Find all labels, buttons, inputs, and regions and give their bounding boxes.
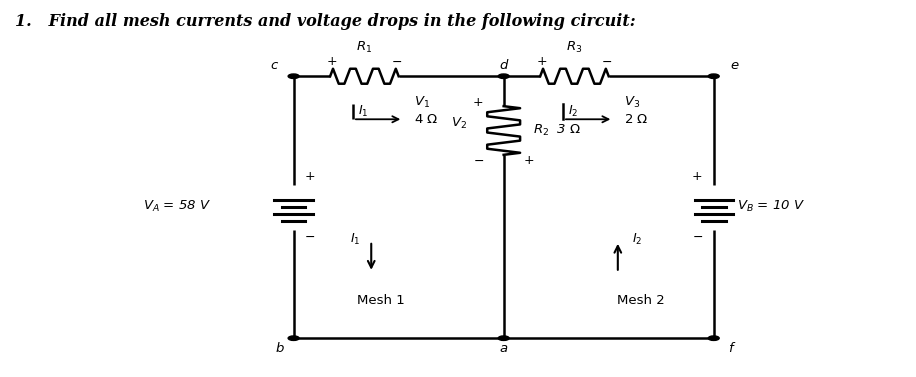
Circle shape (289, 336, 300, 340)
Text: $V_B$ = 10 V: $V_B$ = 10 V (736, 199, 805, 214)
Circle shape (289, 74, 300, 78)
Text: +: + (692, 170, 703, 183)
Text: $I_1$: $I_1$ (357, 103, 368, 119)
Text: $V_1$: $V_1$ (414, 95, 431, 110)
Text: Mesh 2: Mesh 2 (616, 294, 664, 307)
Text: 4 $\Omega$: 4 $\Omega$ (414, 113, 439, 126)
Text: 2 $\Omega$: 2 $\Omega$ (624, 113, 649, 126)
Text: a: a (499, 342, 507, 355)
Text: e: e (730, 59, 738, 72)
Text: $I_1$: $I_1$ (350, 231, 360, 247)
Text: b: b (276, 342, 284, 355)
Text: $-$: $-$ (601, 55, 613, 68)
Text: +: + (537, 55, 548, 68)
Text: +: + (327, 55, 337, 68)
Text: $V_A$ = 58 V: $V_A$ = 58 V (143, 199, 212, 214)
Text: $I_2$: $I_2$ (568, 103, 578, 119)
Circle shape (498, 336, 509, 340)
Text: $-$: $-$ (391, 55, 402, 68)
Text: $-$: $-$ (692, 230, 703, 243)
Text: $I_2$: $I_2$ (632, 231, 643, 247)
Circle shape (708, 336, 719, 340)
Text: $V_3$: $V_3$ (624, 95, 640, 110)
Text: f: f (728, 342, 733, 355)
Text: +: + (524, 154, 535, 167)
Text: $R_3$: $R_3$ (566, 40, 583, 55)
Text: +: + (305, 170, 315, 183)
Text: $R_2$  3 $\Omega$: $R_2$ 3 $\Omega$ (533, 123, 581, 138)
Circle shape (708, 74, 719, 78)
Text: $R_1$: $R_1$ (356, 40, 373, 55)
Text: Mesh 1: Mesh 1 (356, 294, 404, 307)
Text: $V_2$: $V_2$ (452, 115, 467, 130)
Text: $-$: $-$ (304, 230, 316, 243)
Circle shape (498, 74, 509, 78)
Text: 1.   Find all mesh currents and voltage drops in the following circuit:: 1. Find all mesh currents and voltage dr… (15, 12, 636, 30)
Text: $-$: $-$ (473, 154, 484, 167)
Text: d: d (499, 59, 507, 72)
Text: +: + (473, 96, 484, 109)
Text: c: c (270, 59, 278, 72)
